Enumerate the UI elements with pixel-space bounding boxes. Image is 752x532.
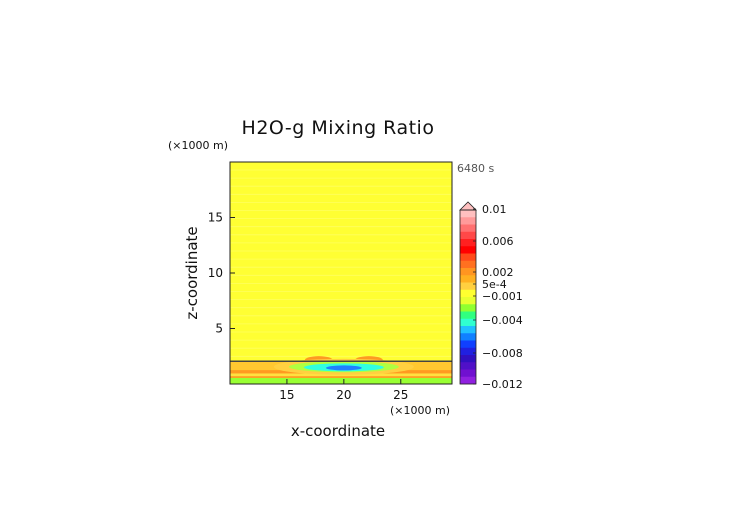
colorbar-swatch — [460, 355, 476, 363]
colorbar-swatch — [460, 369, 476, 378]
colorbar — [459, 201, 477, 385]
x-tick-label: 25 — [393, 388, 408, 402]
y-tick-label: 15 — [208, 211, 223, 225]
colorbar-label: −0.008 — [482, 347, 523, 360]
colorbar-swatch — [460, 239, 476, 247]
colorbar-label: −0.001 — [482, 290, 523, 303]
field-bottom-strip — [230, 377, 452, 384]
colorbar-swatch — [460, 304, 476, 312]
colorbar-label: 5e-4 — [482, 278, 507, 291]
colorbar-swatch — [460, 376, 476, 385]
colorbar-swatch — [460, 275, 476, 283]
colorbar-swatch — [460, 268, 476, 276]
y-unit-label: (×1000 m) — [168, 139, 228, 152]
colorbar-swatch — [460, 260, 476, 269]
x-axis-ticks: 15 20 25 — [279, 379, 408, 402]
colorbar-swatch — [460, 246, 476, 254]
chart-title: H2O-g Mixing Ratio — [242, 117, 435, 139]
y-tick-label: 5 — [215, 322, 223, 336]
colorbar-swatch — [460, 333, 476, 341]
colorbar-label: −0.012 — [482, 378, 523, 391]
colorbar-swatch — [460, 282, 476, 291]
y-axis-ticks: 5 10 15 — [208, 211, 235, 336]
colorbar-swatch — [460, 311, 476, 320]
colorbar-swatch — [460, 231, 476, 240]
field-core-blue — [325, 365, 362, 371]
colorbar-swatch — [460, 297, 476, 305]
colorbar-swatch — [460, 318, 476, 327]
y-tick-label: 10 — [208, 266, 223, 280]
colorbar-label: 0.006 — [482, 235, 514, 248]
x-tick-label: 15 — [279, 388, 294, 402]
x-tick-label: 20 — [336, 388, 351, 402]
x-unit-label: (×1000 m) — [390, 404, 450, 417]
colorbar-label: 0.002 — [482, 266, 514, 279]
colorbar-swatch — [460, 362, 476, 370]
x-axis-title: x-coordinate — [291, 422, 385, 440]
plot-area — [229, 161, 453, 385]
field-background — [230, 162, 452, 384]
colorbar-frame — [459, 209, 477, 385]
field-yellow-streak — [230, 373, 452, 377]
colorbar-swatch — [460, 289, 476, 298]
colorbar-swatch — [460, 253, 476, 262]
colorbar-swatch — [460, 217, 476, 225]
colorbar-swatch — [460, 340, 476, 349]
y-axis-title: z-coordinate — [183, 226, 201, 319]
colorbar-label: 0.01 — [482, 203, 507, 216]
colorbar-swatch — [460, 224, 476, 233]
colorbar-swatch — [460, 326, 476, 334]
time-label: 6480 s — [457, 162, 494, 175]
colorbar-label: −0.004 — [482, 314, 523, 327]
colorbar-swatch — [460, 347, 476, 356]
colorbar-swatch — [460, 210, 476, 218]
